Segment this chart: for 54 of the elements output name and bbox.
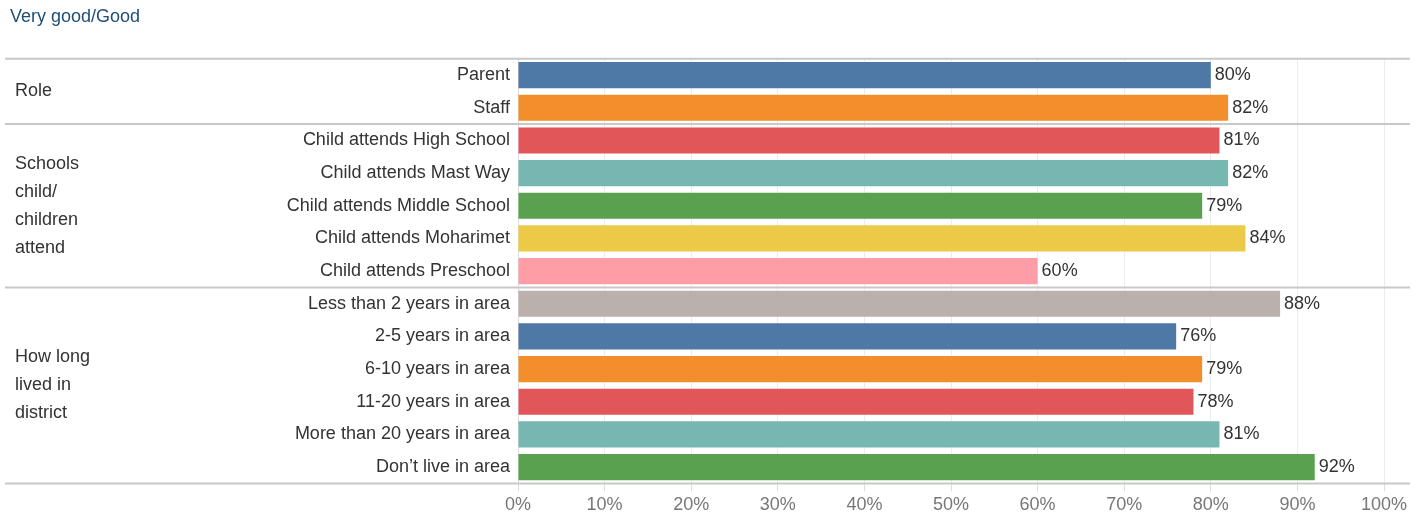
data-label: 92%	[1318, 456, 1355, 477]
data-label: 88%	[1284, 292, 1321, 313]
x-tick-label: 50%	[932, 494, 970, 515]
bar	[518, 290, 1281, 317]
y-tick-label: Don’t live in area	[375, 456, 511, 477]
bar	[518, 421, 1220, 448]
bar	[518, 225, 1246, 252]
x-tick-label: 10%	[586, 494, 623, 515]
y-tick-label: Child attends Mast Way	[320, 162, 510, 183]
data-label: 78%	[1197, 390, 1234, 411]
data-label: 80%	[1214, 64, 1251, 85]
bar	[518, 160, 1229, 187]
bar	[518, 323, 1177, 350]
data-label: 82%	[1232, 162, 1269, 183]
text: Schools child/ children attend	[15, 152, 80, 257]
text: Role	[15, 80, 53, 101]
bar	[518, 127, 1220, 154]
data-label: 81%	[1223, 423, 1260, 444]
bar	[518, 388, 1194, 415]
y-tick-label: Child attends Moharimet	[314, 227, 510, 248]
y-tick-label: Child attends Preschool	[319, 260, 510, 281]
y-tick-label: 11-20 years in area	[356, 390, 511, 411]
x-tick-label: 20%	[673, 494, 710, 515]
y-tick-label: 6-10 years in area	[364, 358, 511, 379]
bar	[518, 454, 1315, 481]
bar	[518, 356, 1203, 383]
y-tick-label: Staff	[473, 96, 511, 117]
y-tick-label: Child attends Middle School	[286, 194, 510, 215]
bar	[518, 192, 1203, 219]
data-label: 60%	[1041, 260, 1078, 281]
y-tick-label: Child attends High School	[302, 129, 510, 150]
y-tick-label: More than 20 years in area	[294, 423, 511, 444]
text: How long lived in district	[15, 346, 91, 423]
data-label: 82%	[1232, 96, 1269, 117]
text: Very good/Good	[10, 6, 141, 27]
data-label: 81%	[1223, 129, 1260, 150]
data-label: 79%	[1206, 194, 1243, 215]
x-tick-label: 60%	[1019, 494, 1056, 515]
x-tick-label: 100%	[1361, 494, 1408, 515]
x-tick-label: 70%	[1106, 494, 1143, 515]
data-label: 79%	[1206, 358, 1243, 379]
y-tick-label: Parent	[456, 64, 510, 85]
bar	[518, 62, 1211, 89]
y-tick-label: Less than 2 years in area	[307, 292, 511, 313]
data-label: 84%	[1249, 227, 1286, 248]
bar	[518, 94, 1229, 121]
data-label: 76%	[1180, 325, 1217, 346]
x-tick-label: 90%	[1279, 494, 1316, 515]
x-tick-label: 0%	[504, 494, 532, 515]
x-tick-label: 30%	[759, 494, 796, 515]
bar	[518, 258, 1038, 285]
x-tick-label: 40%	[846, 494, 883, 515]
y-tick-label: 2-5 years in area	[374, 325, 511, 346]
x-tick-label: 80%	[1192, 494, 1229, 515]
